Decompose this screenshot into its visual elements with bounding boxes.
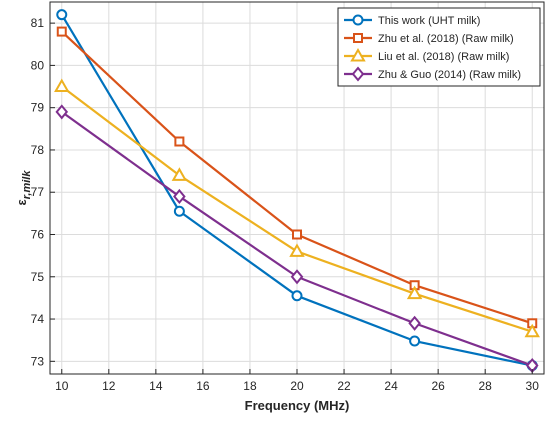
circle-marker (291, 290, 303, 302)
legend-square-marker (353, 33, 363, 43)
legend-item: Liu et al. (2018) (Raw milk) (344, 47, 509, 63)
legend-label: This work (UHT milk) (378, 15, 480, 27)
y-tick-label: 79 (31, 101, 45, 115)
series-4 (55, 104, 539, 374)
triangle-marker (171, 167, 188, 181)
square-marker (56, 26, 67, 37)
legend: This work (UHT milk) Zhu et al. (2018) (R… (337, 7, 541, 87)
x-tick-label: 12 (102, 379, 116, 393)
series-2 (56, 26, 538, 329)
y-tick-label: 74 (31, 312, 45, 326)
triangle-marker (54, 78, 70, 93)
x-tick-label: 18 (243, 379, 257, 393)
y-tick-label: 81 (31, 16, 45, 30)
y-tick-label: 73 (31, 354, 45, 368)
x-tick-label: 20 (290, 379, 304, 393)
square-marker (174, 136, 185, 147)
legend-item: Zhu & Guo (2014) (Raw milk) (344, 66, 521, 82)
x-axis-label: Frequency (MHz) (245, 398, 350, 413)
x-tick-label: 26 (431, 379, 445, 393)
legend-label: Zhu & Guo (2014) (Raw milk) (378, 69, 521, 81)
x-tick-label: 28 (479, 379, 493, 393)
diamond-marker (408, 315, 421, 331)
triangle-marker (406, 285, 423, 300)
x-tick-label: 22 (337, 379, 351, 393)
y-axis-label: εr,milk (14, 170, 33, 206)
y-tick-label: 75 (31, 270, 45, 284)
y-tick-label: 80 (31, 58, 45, 72)
x-tick-label: 24 (384, 379, 398, 393)
legend-item: Zhu et al. (2018) (Raw milk) (344, 33, 514, 45)
circle-marker (56, 9, 68, 21)
legend-diamond-marker (351, 66, 365, 82)
diamond-marker (55, 104, 69, 120)
x-tick-label: 10 (55, 379, 69, 393)
y-tick-label: 78 (31, 143, 45, 157)
series-3 (54, 78, 540, 338)
x-tick-label: 14 (149, 379, 163, 393)
y-axis-label-main: ε (14, 199, 29, 205)
x-tick-label: 30 (526, 379, 540, 393)
tick-labels: 10 12 14 16 18 20 22 24 26 28 30 73 74 75 76 77 78 79 80 81 (31, 16, 540, 393)
square-marker (292, 229, 302, 240)
diamond-marker (290, 269, 304, 285)
y-axis-label-subscript: r,milk (21, 170, 33, 200)
legend-item: This work (UHT milk) (344, 14, 480, 27)
diamond-marker (173, 188, 186, 205)
y-tick-label: 76 (31, 228, 45, 242)
triangle-marker (524, 323, 540, 338)
legend-circle-marker (352, 14, 364, 26)
legend-label: Liu et al. (2018) (Raw milk) (378, 51, 509, 63)
circle-marker (409, 335, 421, 347)
triangle-marker (289, 243, 305, 257)
y-tick-label: 77 (31, 185, 45, 199)
x-tick-label: 16 (196, 379, 210, 393)
circle-marker (173, 205, 185, 217)
legend-label: Zhu et al. (2018) (Raw milk) (378, 33, 514, 45)
legend-triangle-marker (350, 47, 366, 62)
